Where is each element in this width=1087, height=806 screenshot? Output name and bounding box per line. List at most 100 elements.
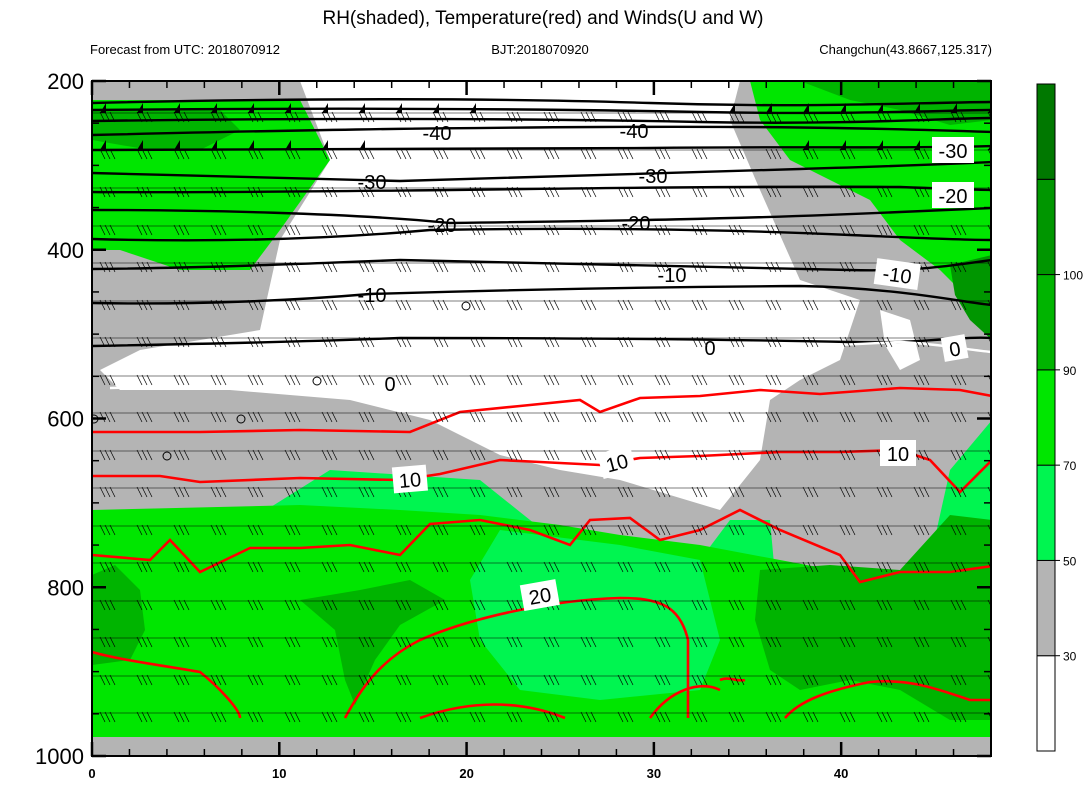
wind-barb	[104, 711, 111, 723]
wind-barb	[400, 186, 407, 198]
wind-barb	[479, 299, 486, 311]
wind-barb	[627, 261, 634, 273]
wind-barb	[511, 599, 518, 611]
wind-barb	[294, 261, 301, 273]
wind-barb	[548, 336, 555, 348]
wind-barb	[802, 711, 809, 723]
wind-barb	[247, 111, 254, 123]
wind-barb	[696, 224, 703, 236]
wind-barb	[252, 674, 259, 686]
wind-barb	[849, 411, 856, 423]
wind-barb	[617, 336, 624, 348]
wind-barb	[659, 186, 666, 198]
wind-barb	[775, 674, 782, 686]
wind-barb	[876, 636, 883, 648]
wind-barb	[511, 299, 518, 311]
wind-barb	[363, 449, 370, 461]
wind-barb	[960, 261, 967, 273]
wind-barb	[548, 674, 555, 686]
wind-barb	[923, 449, 930, 461]
wind-barb	[918, 411, 925, 423]
wind-barb	[807, 374, 814, 386]
wind-barb	[733, 374, 740, 386]
wind-barb	[136, 374, 143, 386]
wind-barb	[585, 561, 592, 573]
wind-barb	[326, 186, 333, 198]
wind-barb	[923, 674, 930, 686]
wind-barb	[506, 486, 513, 498]
wind-barb	[442, 148, 449, 160]
wind-barb	[395, 299, 402, 311]
wind-barb	[368, 261, 375, 273]
wind-barb	[548, 524, 555, 536]
wind-barb	[442, 711, 449, 723]
wind-barb	[918, 636, 925, 648]
wind-barb	[474, 111, 481, 123]
wind-pennant	[285, 140, 291, 150]
wind-barb	[770, 111, 777, 123]
wind-barb	[696, 411, 703, 423]
wind-barb	[257, 561, 264, 573]
wind-barb	[913, 299, 920, 311]
wind-barb	[738, 374, 745, 386]
wind-barb	[691, 674, 698, 686]
wind-barb	[289, 524, 296, 536]
wind-barb	[99, 186, 106, 198]
wind-barb	[617, 636, 624, 648]
wind-barb	[839, 299, 846, 311]
wind-barb	[844, 261, 851, 273]
wind-barb	[955, 374, 962, 386]
wind-barb	[918, 111, 925, 123]
wind-barb	[881, 486, 888, 498]
wind-barb	[183, 224, 190, 236]
wind-barb	[141, 561, 148, 573]
wind-barb	[993, 262, 998, 272]
wind-barb	[442, 111, 449, 123]
wind-barb	[993, 337, 998, 347]
wind-barb	[109, 449, 116, 461]
wind-barb	[998, 675, 1003, 685]
wind-barb	[146, 186, 153, 198]
wind-barb	[548, 299, 555, 311]
label-minus30-c: -30	[939, 141, 968, 163]
wind-barb	[590, 674, 597, 686]
wind-barb	[516, 561, 523, 573]
wind-barb	[691, 224, 698, 236]
wind-barb	[146, 599, 153, 611]
wind-barb	[363, 524, 370, 536]
wind-barb	[659, 224, 666, 236]
wind-barb	[400, 261, 407, 273]
wind-barb	[326, 599, 333, 611]
wind-barb	[627, 486, 634, 498]
wind-barb	[654, 148, 661, 160]
wind-barb	[913, 111, 920, 123]
wind-barb	[548, 411, 555, 423]
wind-barb	[839, 374, 846, 386]
wind-barb	[469, 186, 476, 198]
wind-barb	[358, 411, 365, 423]
wind-barb	[881, 411, 888, 423]
wind-barb	[442, 374, 449, 386]
wind-barb	[252, 374, 259, 386]
wind-barb	[284, 561, 291, 573]
wind-barb	[506, 524, 513, 536]
wind-barb	[770, 411, 777, 423]
wind-barb	[363, 111, 370, 123]
wind-barb	[580, 111, 587, 123]
wind-barb	[664, 561, 671, 573]
wind-barb	[405, 111, 412, 123]
wind-barb	[210, 111, 217, 123]
wind-pennant	[396, 103, 402, 113]
wind-barb	[881, 224, 888, 236]
wind-barb	[548, 636, 555, 648]
wind-barb	[109, 486, 116, 498]
wind-barb	[109, 636, 116, 648]
wind-barb	[432, 711, 439, 723]
wind-barb	[136, 524, 143, 536]
wind-barb	[173, 111, 180, 123]
wind-barb	[659, 636, 666, 648]
wind-barb	[511, 111, 518, 123]
wind-barb	[220, 411, 227, 423]
wind-barb	[881, 336, 888, 348]
wind-barb	[654, 599, 661, 611]
